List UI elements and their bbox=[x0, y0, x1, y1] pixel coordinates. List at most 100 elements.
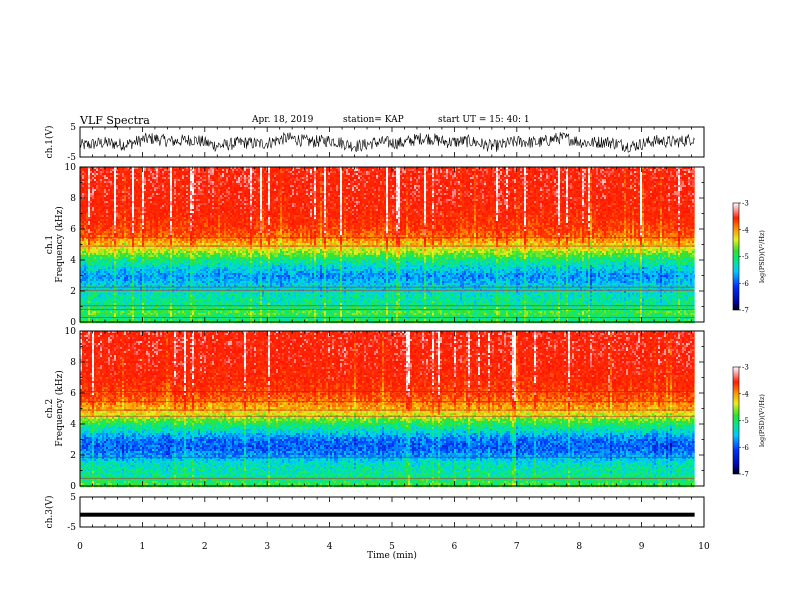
spectrogram-cell bbox=[260, 179, 262, 181]
spectrogram-cell bbox=[692, 183, 694, 185]
spectrogram-cell bbox=[216, 181, 218, 183]
spectrogram-cell bbox=[94, 171, 96, 173]
spectrogram-cell bbox=[614, 171, 616, 173]
spectrogram-cell bbox=[162, 179, 164, 181]
spectrogram-cell bbox=[230, 177, 232, 179]
spectrogram-cell bbox=[592, 183, 594, 185]
spectrogram-cell bbox=[186, 183, 188, 185]
spectrogram-cell bbox=[352, 181, 354, 183]
spectrogram-cell bbox=[300, 183, 302, 185]
spectrogram-cell bbox=[322, 169, 324, 171]
spectrogram-cell bbox=[126, 177, 128, 179]
spectrogram-cell bbox=[192, 187, 194, 189]
spectrogram-cell bbox=[446, 171, 448, 173]
spectrogram-cell bbox=[492, 185, 494, 187]
spectrogram-cell bbox=[460, 175, 462, 177]
spectrogram-cell bbox=[676, 177, 678, 179]
spectrogram-cell bbox=[250, 177, 252, 179]
spectrogram-cell bbox=[412, 185, 414, 187]
spectrogram-cell bbox=[408, 177, 410, 179]
spectrogram-cell bbox=[302, 175, 304, 177]
spectrogram-cell bbox=[550, 169, 552, 171]
spectrogram-cell bbox=[196, 187, 198, 189]
spectrogram-cell bbox=[98, 177, 102, 179]
spectrogram-cell bbox=[360, 183, 362, 185]
spectrogram-cell bbox=[366, 185, 368, 187]
spectrogram-cell bbox=[100, 175, 102, 177]
spectrogram-cell bbox=[494, 177, 496, 179]
spectrogram-cell bbox=[290, 183, 292, 185]
spectrogram-cell bbox=[462, 169, 464, 171]
spectrogram-cell bbox=[206, 171, 208, 173]
spectrogram-cell bbox=[112, 187, 114, 189]
y-axis-label: ch.1(V) bbox=[44, 126, 55, 159]
spectrogram-cell bbox=[570, 175, 572, 177]
spectrogram-cell bbox=[184, 181, 190, 183]
spectrogram-cell bbox=[160, 179, 162, 181]
spectrogram-cell bbox=[192, 185, 194, 187]
spectrogram-cell bbox=[384, 173, 386, 175]
spectrogram-cell bbox=[642, 171, 644, 173]
spectrogram-cell bbox=[406, 169, 408, 171]
spectrogram-cell bbox=[142, 177, 144, 179]
spectrogram-cell bbox=[224, 181, 226, 183]
spectrogram-cell bbox=[602, 185, 604, 187]
spectrogram-cell bbox=[316, 175, 318, 177]
spectrogram-cell bbox=[326, 183, 328, 185]
spectrogram-cell bbox=[156, 181, 158, 183]
spectrogram-cell bbox=[264, 175, 266, 177]
spectrogram-cell bbox=[144, 171, 146, 173]
spectrogram-cell bbox=[268, 183, 270, 185]
spectrogram-cell bbox=[390, 173, 392, 175]
spectrogram-cell bbox=[678, 173, 680, 175]
spectrogram-cell bbox=[468, 183, 470, 185]
spectrogram-cell bbox=[314, 185, 316, 187]
spectrogram-cell bbox=[242, 173, 244, 175]
spectrogram-cell bbox=[514, 183, 516, 185]
spectrogram-cell bbox=[350, 179, 352, 181]
spectrogram-cell bbox=[336, 169, 338, 171]
spectrogram-cell bbox=[564, 177, 566, 179]
spectrogram-cell bbox=[166, 183, 168, 185]
spectrogram-cell bbox=[180, 183, 182, 185]
spectrogram-cell bbox=[136, 179, 138, 181]
spectrogram-cell bbox=[556, 169, 558, 171]
spectrogram-cell bbox=[202, 181, 206, 183]
spectrogram-cell bbox=[108, 175, 110, 177]
spectrogram-cell bbox=[174, 177, 176, 179]
spectrogram-cell bbox=[376, 181, 378, 183]
spectrogram-cell bbox=[338, 177, 340, 179]
spectrogram-cell bbox=[624, 181, 626, 183]
spectrogram-cell bbox=[684, 173, 686, 175]
spectrogram-cell bbox=[168, 183, 170, 185]
spectrogram-cell bbox=[420, 173, 422, 175]
spectrogram-cell bbox=[280, 187, 282, 189]
spectrogram-cell bbox=[208, 175, 210, 177]
spectrogram-cell bbox=[284, 177, 288, 179]
spectrogram-cell bbox=[276, 183, 278, 185]
spectrogram-cell bbox=[688, 183, 690, 185]
spectrogram-cell bbox=[124, 173, 126, 175]
spectrogram-cell bbox=[372, 187, 374, 189]
spectrogram-cell bbox=[402, 171, 404, 173]
spectrogram-cell bbox=[140, 183, 142, 185]
spectrogram-cell bbox=[428, 173, 430, 175]
spectrogram-cell bbox=[566, 181, 568, 183]
spectrogram-cell bbox=[418, 177, 420, 179]
spectrogram-cell bbox=[544, 171, 546, 173]
spectrogram-cell bbox=[456, 177, 458, 179]
spectrogram-cell bbox=[130, 177, 132, 179]
spectrogram-cell bbox=[550, 177, 552, 179]
spectrogram-cell bbox=[364, 177, 368, 179]
spectrogram-cell bbox=[224, 177, 226, 179]
spectrogram-cell bbox=[606, 169, 608, 171]
spectrogram-cell bbox=[246, 183, 248, 185]
spectrogram-cell bbox=[100, 179, 102, 181]
spectrogram-cell bbox=[594, 173, 596, 175]
spectrogram-cell bbox=[386, 173, 388, 175]
spectrogram-cell bbox=[520, 175, 522, 177]
spectrogram-cell bbox=[480, 169, 482, 171]
spectrogram-cell bbox=[298, 177, 300, 179]
spectrogram-cell bbox=[674, 185, 676, 187]
spectrogram-cell bbox=[598, 173, 600, 175]
